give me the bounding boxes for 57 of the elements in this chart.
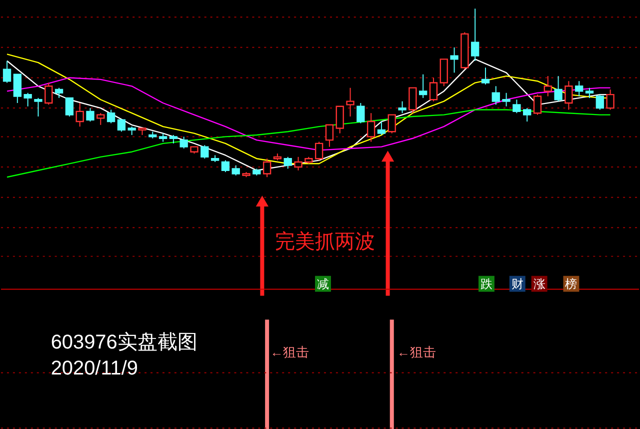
candlestick [96,112,105,126]
candlestick [418,74,428,98]
text: 跌 [480,276,492,291]
candlestick [86,108,94,122]
candlestick [314,141,324,161]
candlestick [470,8,480,62]
candlestick [398,100,406,114]
candlestick [533,94,542,116]
candlestick [440,58,448,87]
candlestick [200,144,209,160]
candlestick [450,46,458,74]
candlestick [575,80,584,97]
annotation: ←狙击 [397,344,436,360]
annotation: 603976实盘截图 [50,332,198,354]
candlestick [13,74,22,104]
candlestick [232,164,240,176]
candlestick [76,102,84,128]
text: 榜 [565,276,578,291]
candlestick [596,94,604,110]
candlestick [106,109,116,124]
candlestick [585,87,594,98]
candlestick [408,87,417,114]
candlestick [606,89,614,110]
text: 财 [511,276,524,291]
candlestick [346,87,354,117]
candlestick [388,114,396,134]
candlestick [284,156,292,170]
candlestick [356,102,365,124]
candlestick [564,80,573,110]
candlestick [325,124,334,148]
candlestick [54,87,64,98]
candlestick [180,136,188,149]
candlestick [294,156,302,171]
candlestick [544,76,552,97]
text: 涨 [533,276,546,291]
text: 完美抓两波 [275,230,376,253]
candlestick [117,119,126,132]
annotation: 2020/11/9 [50,358,138,380]
candlestick [262,158,272,178]
candlestick [24,92,32,107]
candlestick [44,82,53,106]
candlestick [492,86,500,106]
candlestick [512,99,521,114]
candlestick [554,76,562,102]
candlestick [502,92,510,107]
candlestick [34,97,42,117]
text: 减 [316,276,329,291]
candlestick [377,121,386,136]
annotation: ←狙击 [270,344,310,360]
candlestick [65,97,74,117]
candlestick [221,160,230,173]
candlestick [429,77,438,102]
candlestick [481,67,490,85]
candlestick [2,60,12,84]
candlestick [336,106,344,134]
candlestick [366,112,376,142]
candlestick [523,108,532,122]
